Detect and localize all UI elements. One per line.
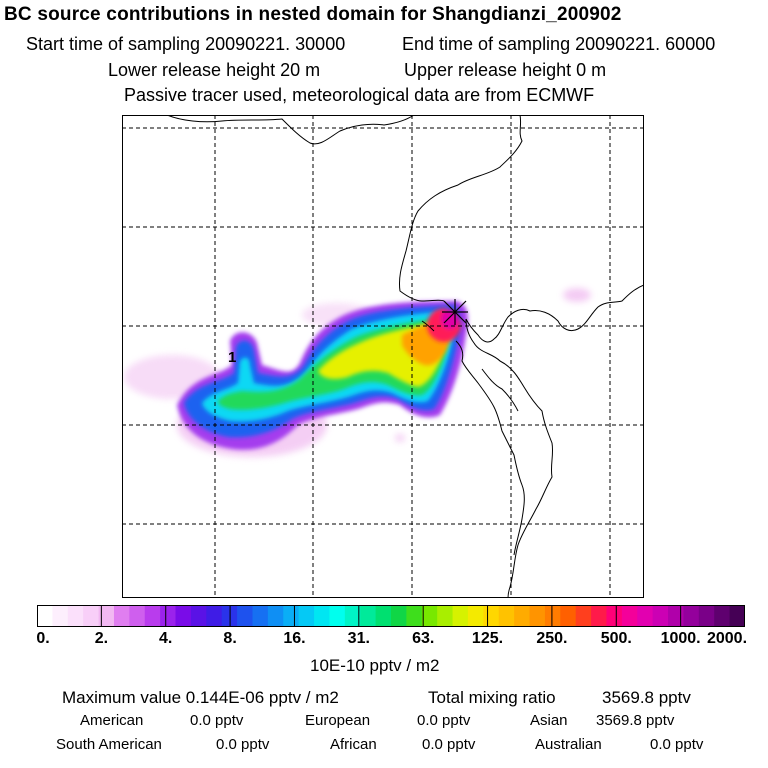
- colorbar-cell: [144, 605, 161, 627]
- colorbar-cell: [621, 605, 638, 627]
- region-african-name: African: [330, 736, 377, 753]
- region-european-name: European: [305, 712, 371, 729]
- colorbar-cell: [360, 605, 377, 627]
- colorbar-cell: [83, 605, 100, 627]
- colorbar-cell: [467, 605, 484, 627]
- tracer-note: Passive tracer used, meteorological data…: [124, 85, 595, 105]
- colorbar-cell: [483, 605, 500, 627]
- colorbar-tick-label: 500.: [600, 630, 632, 647]
- colorbar-cell: [391, 605, 407, 627]
- colorbar-cell: [606, 605, 623, 627]
- plume-halo-east: [563, 288, 591, 302]
- colorbar-cell: [421, 605, 438, 627]
- total-mixing-value: 3569.8 pptv: [602, 688, 691, 707]
- colorbar-cell: [298, 605, 315, 627]
- total-mixing-label: Total mixing ratio: [428, 688, 556, 707]
- colorbar-cell: [237, 605, 254, 627]
- colorbar-tick-label: 16.: [283, 630, 306, 647]
- colorbar-tick-label: 125.: [471, 630, 504, 647]
- colorbar-unit: 10E-10 pptv / m2: [310, 656, 440, 675]
- colorbar-cell: [160, 605, 177, 627]
- colorbar: [37, 605, 745, 627]
- colorbar-cell: [190, 605, 207, 627]
- colorbar-tick-label: 8.: [223, 630, 237, 647]
- colorbar-cell: [37, 605, 53, 627]
- colorbar-cell: [52, 605, 69, 627]
- region-australian-name: Australian: [535, 736, 602, 753]
- region-american-value: 0.0 pptv: [190, 712, 244, 729]
- colorbar-cell: [252, 605, 269, 627]
- colorbar-tick-label: 2000.: [706, 630, 748, 647]
- colorbar-cell: [67, 605, 84, 627]
- colorbar-cell: [498, 605, 515, 627]
- colorbar-cell: [514, 605, 531, 627]
- map-frame: [122, 115, 644, 598]
- sampling-end: End time of sampling 20090221. 60000: [402, 34, 716, 54]
- colorbar-cell: [206, 605, 223, 627]
- plume-halo-south: [395, 434, 405, 442]
- colorbar-cell: [129, 605, 146, 627]
- colorbar-cell: [113, 605, 130, 627]
- colorbar-tick-label: 250.: [536, 630, 568, 647]
- colorbar-dividers: [100, 605, 682, 627]
- colorbar-cell: [575, 605, 592, 627]
- star-symbol: [442, 299, 468, 325]
- colorbar-cell: [406, 605, 423, 627]
- colorbar-cell: [591, 605, 608, 627]
- release-lower: Lower release height 20 m: [108, 60, 321, 80]
- colorbar-cell: [283, 605, 300, 627]
- colorbar-cell: [529, 605, 546, 627]
- colorbar-cell: [267, 605, 284, 627]
- colorbar-cell: [560, 605, 577, 627]
- graticule: [122, 115, 644, 598]
- colorbar-tick-label: 31.: [347, 630, 370, 647]
- colorbar-cell: [683, 605, 700, 627]
- colorbar-cell: [344, 605, 361, 627]
- colorbar-cell: [329, 605, 346, 627]
- colorbar-cell: [637, 605, 654, 627]
- colorbar-tick-label: 63.: [412, 630, 435, 647]
- colorbar-cell: [375, 605, 392, 627]
- region-south-american-name: South American: [56, 736, 162, 753]
- colorbar-cell: [652, 605, 669, 627]
- colorbar-cell: [714, 605, 731, 627]
- region-american-name: American: [80, 712, 144, 729]
- colorbar-tick-label: 2.: [94, 630, 109, 647]
- colorbar-cell: [98, 605, 115, 627]
- release-upper: Upper release height 0 m: [404, 60, 607, 80]
- colorbar-tick-label: 0.: [36, 630, 50, 647]
- colorbar-tick-label: 4.: [159, 630, 173, 647]
- colorbar-tick-label: 1000.: [660, 630, 701, 647]
- colorbar-cell: [698, 605, 715, 627]
- colorbar-cells: [37, 605, 745, 627]
- colorbar-cell: [175, 605, 192, 627]
- colorbar-cell: [668, 605, 685, 627]
- sampling-start: Start time of sampling 20090221. 30000: [26, 34, 346, 54]
- region-south-american-value: 0.0 pptv: [216, 736, 270, 753]
- region-asian-value: 3569.8 pptv: [596, 712, 675, 729]
- source-contribution-map: 1: [122, 115, 644, 598]
- region-european-value: 0.0 pptv: [417, 712, 471, 729]
- max-value: Maximum value 0.144E-06 pptv / m2: [62, 688, 339, 707]
- country-borders: [166, 115, 644, 598]
- colorbar-cell: [437, 605, 454, 627]
- colorbar-cell: [452, 605, 469, 627]
- colorbar-cell: [729, 605, 745, 627]
- colorbar-frame: [37, 605, 745, 627]
- contour-label: 1: [228, 349, 236, 366]
- colorbar-cell: [544, 605, 561, 627]
- colorbar-cell: [314, 605, 331, 627]
- region-australian-value: 0.0 pptv: [650, 736, 704, 753]
- region-african-value: 0.0 pptv: [422, 736, 476, 753]
- region-asian-name: Asian: [530, 712, 568, 729]
- figure-title: BC source contributions in nested domain…: [4, 4, 622, 25]
